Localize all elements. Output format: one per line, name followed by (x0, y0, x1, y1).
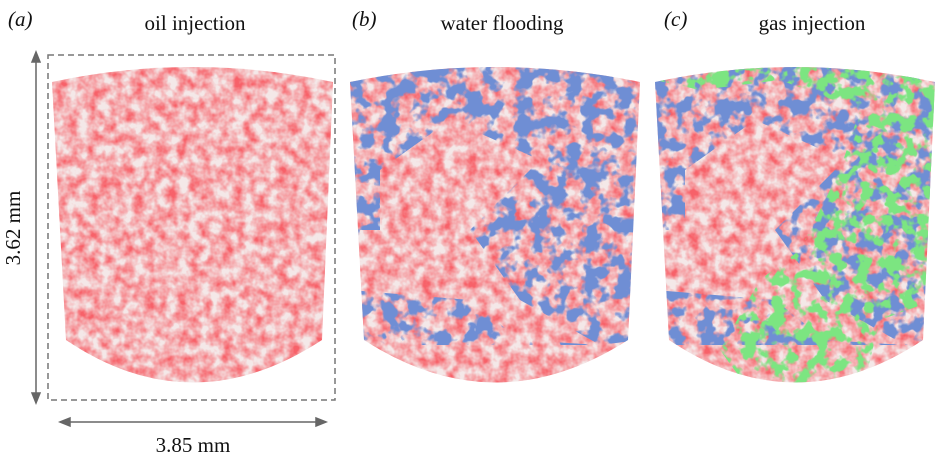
width-label: 3.85 mm (156, 433, 231, 457)
panel-title: water flooding (440, 11, 564, 35)
gas-volume (645, 50, 939, 430)
panel-label: (b) (352, 7, 377, 31)
water-volume (340, 50, 650, 430)
panel-title: gas injection (759, 11, 866, 35)
panel-label: (a) (8, 7, 33, 31)
figure: (a) oil injection 3.62 mm 3.85 mm (b) wa… (0, 0, 939, 458)
panel-title: oil injection (145, 11, 246, 35)
panel-label: (c) (664, 7, 687, 31)
oil-volume (40, 50, 340, 430)
height-label: 3.62 mm (1, 191, 25, 266)
